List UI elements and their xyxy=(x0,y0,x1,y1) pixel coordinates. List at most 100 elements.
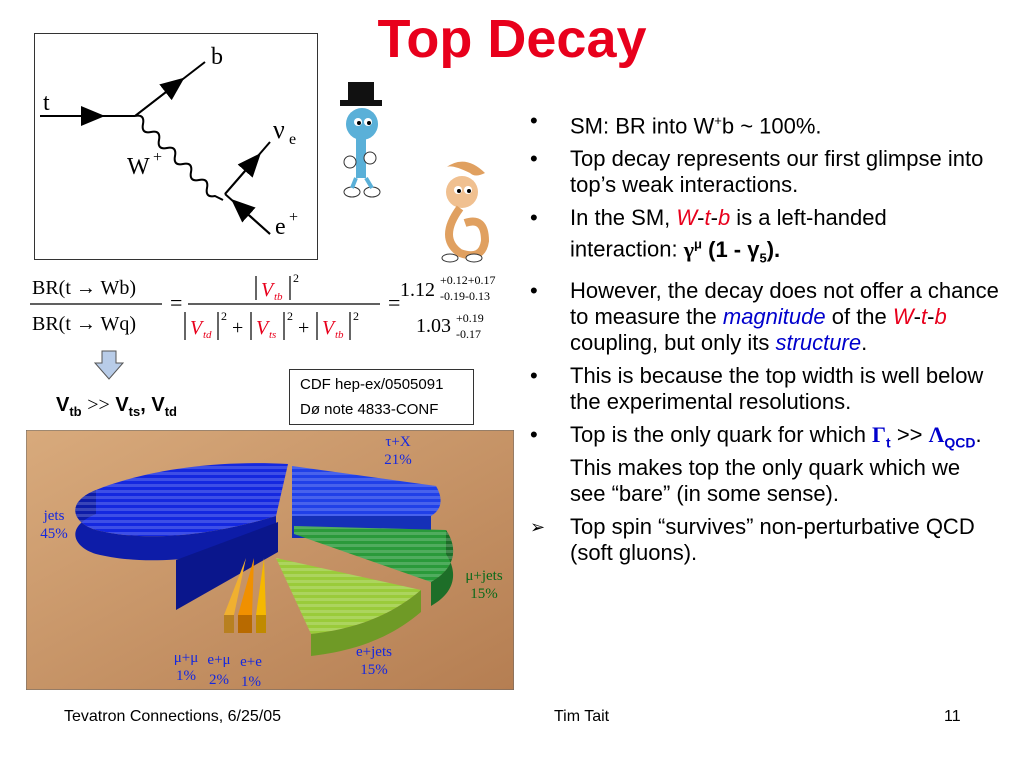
label-w-sup: + xyxy=(153,149,162,166)
formula-vtb-sub: tb xyxy=(274,291,283,303)
formula-vts: V xyxy=(256,317,271,339)
pie-pct-tau: 21% xyxy=(384,452,412,468)
b4-structure: structure xyxy=(775,330,862,356)
ckm-v2: V xyxy=(115,394,129,416)
b6-gamma: Γ xyxy=(872,422,887,448)
pie-label-mumu: μ+μ xyxy=(174,650,199,666)
bullet-mark: • xyxy=(530,363,538,389)
b3-t: t xyxy=(704,205,711,231)
ckm-v3: V xyxy=(151,394,165,416)
b3-text-a: In the SM, xyxy=(570,205,677,231)
ckm-td: td xyxy=(164,404,177,419)
b3-gamma: γ xyxy=(683,236,695,262)
ckm-gg: >> xyxy=(87,394,110,416)
b4-text-c: coupling, but only its xyxy=(570,330,776,356)
pie-slice-emu xyxy=(238,558,254,615)
cartoon-top-quark xyxy=(340,82,382,198)
bullet-3: • In the SM, W-t-b is a left-handed inter… xyxy=(530,205,1000,271)
b6-qcd: QCD xyxy=(944,434,976,451)
pie-slice-mumu xyxy=(224,558,246,615)
label-b: b xyxy=(211,44,223,70)
b3-five: 5 xyxy=(759,250,767,266)
formula-vtd: V xyxy=(190,317,205,339)
formula-lhs-numerator: BR(t → Wb) xyxy=(32,277,136,299)
b3-end: ). xyxy=(766,236,781,262)
pie-pct-e-jets: 15% xyxy=(360,662,388,678)
pie-pct-mumu: 1% xyxy=(176,668,196,684)
formula-lhs-denominator: BR(t → Wq) xyxy=(32,313,136,335)
formula-val1: 1.12 xyxy=(400,279,435,301)
label-e: e xyxy=(275,214,286,240)
formula-sq-3: 2 xyxy=(287,309,293,323)
b7-text: Top spin “survives” non-perturbative QCD… xyxy=(570,514,975,566)
formula-val2-up: +0.19 xyxy=(456,311,484,325)
ckm-tb: tb xyxy=(69,404,82,419)
down-arrow-icon xyxy=(94,350,124,380)
reference-box: CDF hep-ex/0505091 Dø note 4833-CONF xyxy=(289,369,474,425)
ckm-comma: , xyxy=(140,394,146,416)
b4-w: W xyxy=(892,304,914,330)
b3-mu: μ xyxy=(694,236,702,252)
formula-equals-2: = xyxy=(388,290,400,315)
b6-text-a: Top is the only quark for which xyxy=(570,422,873,448)
formula-vtd-sub: td xyxy=(203,329,212,341)
formula-sq-2: 2 xyxy=(221,309,227,323)
w-boson-line xyxy=(134,114,224,201)
label-nu: ν xyxy=(273,115,285,144)
b3-text-c: is a left-handed interaction: xyxy=(570,205,887,262)
label-nu-sub: e xyxy=(289,131,296,148)
footer-page-number: 11 xyxy=(944,708,961,725)
pie-label-tau: τ+X xyxy=(385,434,410,450)
b1-text-b: b ~ 100%. xyxy=(721,113,822,139)
formula-val1-up: +0.12+0.17 xyxy=(440,273,496,287)
b3-b: b xyxy=(717,205,731,231)
b4-magnitude: magnitude xyxy=(722,304,826,330)
b3-paren: (1 - γ xyxy=(702,236,760,262)
pie-pct-emu: 2% xyxy=(209,672,229,688)
pie-pct-mu-jets: 15% xyxy=(470,586,498,602)
ckm-v1: V xyxy=(56,394,70,416)
formula-sq: 2 xyxy=(293,271,299,285)
b5-text: This is because the top width is well be… xyxy=(570,363,984,415)
b6-gg: >> xyxy=(890,422,929,448)
b4-dash-2: - xyxy=(927,304,935,330)
label-t: t xyxy=(43,90,50,116)
bullet-mark: • xyxy=(530,422,538,448)
formula-vtb-den-sub: tb xyxy=(335,329,344,341)
formula-plus-1: + xyxy=(232,317,243,339)
br-ratio-formula: BR(t → Wb) BR(t → Wq) = V tb 2 V td 2 + … xyxy=(20,262,520,352)
bullet-2: • Top decay represents our first glimpse … xyxy=(530,146,1000,198)
pie-label-jets: jets xyxy=(43,508,65,524)
formula-equals-1: = xyxy=(170,290,182,315)
bullet-mark: • xyxy=(530,205,538,231)
bullet-6: • Top is the only quark for which Γt >> Λ… xyxy=(530,422,1000,507)
reference-cdf: CDF hep-ex/0505091 xyxy=(300,376,444,393)
formula-vts-sub: ts xyxy=(269,329,276,341)
footer-center: Tim Tait xyxy=(554,708,610,725)
formula-plus-2: + xyxy=(298,317,309,339)
b3-w: W xyxy=(676,205,698,231)
b1-text-a: SM: BR into W xyxy=(570,113,715,139)
bullet-mark: • xyxy=(530,146,538,172)
reference-d0: Dø note 4833-CONF xyxy=(300,401,439,418)
arrow-bullet-icon: ➢ xyxy=(530,517,546,538)
pie-label-mu-jets: μ+jets xyxy=(465,568,502,584)
b1-sup: + xyxy=(714,113,722,128)
ckm-conclusion: Vtb >> Vts, Vtd xyxy=(56,394,177,419)
b4-text-b: of the xyxy=(825,304,893,330)
pie-label-emu: e+μ xyxy=(207,652,230,668)
bullet-7: ➢ Top spin “survives” non-perturbative QC… xyxy=(530,514,1000,566)
bullet-mark: • xyxy=(530,108,538,133)
b4-end: . xyxy=(861,330,868,356)
bullet-1: • SM: BR into W+b ~ 100%. xyxy=(530,108,1000,139)
pie-pct-ee: 1% xyxy=(241,674,261,690)
b6-t: t xyxy=(886,434,891,451)
formula-val2-dn: -0.17 xyxy=(456,327,481,341)
formula-val2: 1.03 xyxy=(416,315,451,337)
bullet-list: • SM: BR into W+b ~ 100%. • Top decay repr… xyxy=(530,108,1000,573)
label-e-sup: + xyxy=(289,209,298,226)
pie-pct-jets: 45% xyxy=(40,526,68,542)
ckm-ts: ts xyxy=(128,404,141,419)
formula-vtb: V xyxy=(261,279,276,301)
bullet-4: • However, the decay does not offer a cha… xyxy=(530,278,1000,356)
